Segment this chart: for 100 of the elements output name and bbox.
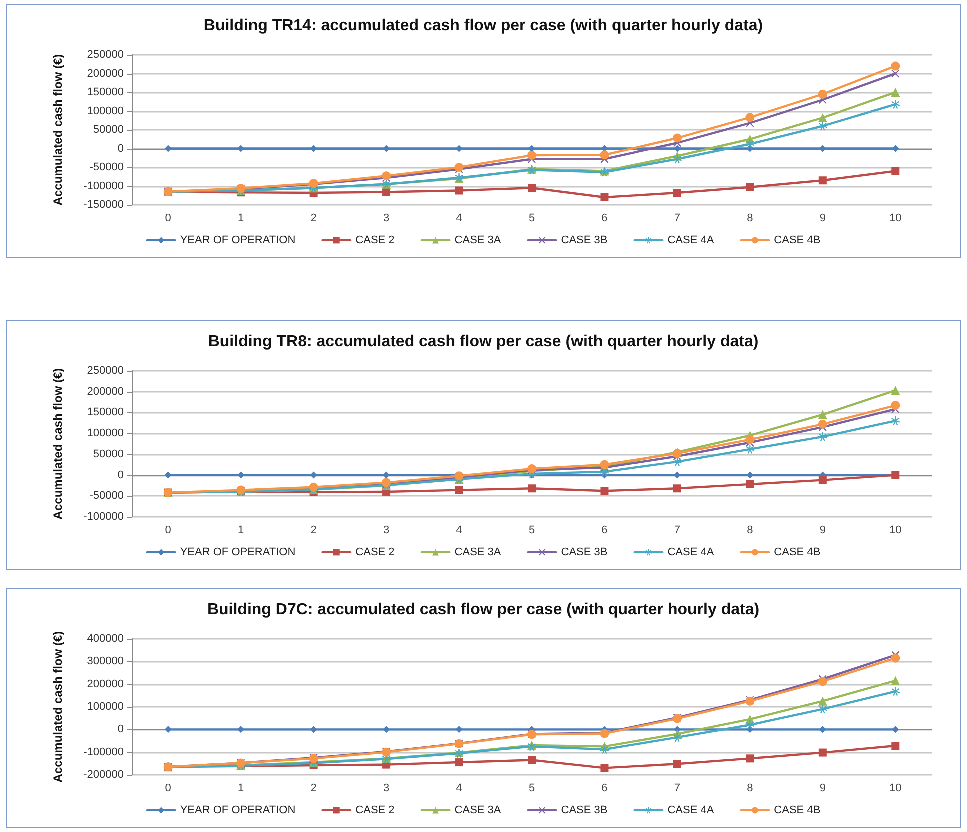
point — [238, 145, 245, 152]
x-tick-label: 9 — [820, 782, 826, 794]
point — [674, 145, 681, 152]
point — [164, 726, 172, 734]
point — [746, 140, 755, 149]
point — [892, 726, 900, 734]
point — [891, 687, 900, 696]
point — [383, 472, 390, 479]
legend-label: CASE 4B — [774, 804, 821, 816]
y-tick-label: 150000 — [87, 86, 124, 98]
x-tick-label: 0 — [165, 782, 172, 794]
point — [456, 726, 463, 734]
x-tick-label: 3 — [383, 782, 390, 794]
point — [672, 134, 682, 143]
x-tick-label: 3 — [383, 212, 390, 224]
y-tick-label: 300000 — [87, 656, 124, 668]
point — [528, 484, 536, 493]
point — [456, 145, 463, 152]
point — [746, 480, 754, 488]
y-tick-label: 0 — [118, 142, 124, 155]
legend-label: CASE 4A — [668, 234, 715, 246]
x-tick-label: 0 — [165, 524, 172, 536]
point — [310, 145, 318, 152]
x-tick-label: 1 — [238, 782, 244, 794]
chart-title: Building TR8: accumulated cash flow per case (with quarter hourly data) — [208, 334, 759, 350]
x-tick-label: 10 — [890, 524, 902, 536]
point — [891, 62, 900, 71]
x-tick-label: 8 — [747, 782, 754, 794]
x-tick-label: 2 — [310, 524, 317, 536]
y-tick-label: 50000 — [93, 448, 124, 460]
point — [383, 726, 390, 734]
x-tick-label: 5 — [528, 524, 536, 536]
point — [746, 435, 755, 444]
x-tick-label: 7 — [674, 524, 681, 536]
point — [672, 154, 682, 164]
legend-label: CASE 4B — [774, 546, 821, 558]
point — [818, 432, 828, 442]
point — [891, 416, 900, 426]
legend-label: CASE 2 — [356, 234, 395, 246]
x-tick-label: 6 — [602, 782, 608, 794]
y-axis-title: Accumulated cash flow (€) — [51, 631, 65, 783]
point — [528, 151, 536, 160]
x-tick-label: 8 — [747, 524, 754, 536]
legend-label: YEAR OF OPERATION — [180, 804, 296, 816]
y-tick-label: 0 — [118, 724, 124, 736]
point — [819, 145, 826, 152]
y-tick-label: 50000 — [93, 124, 124, 136]
point — [673, 189, 682, 197]
y-tick-label: 250000 — [87, 49, 124, 61]
x-tick-label: 5 — [528, 212, 536, 224]
point — [600, 764, 609, 772]
legend-label: CASE 3A — [454, 804, 502, 816]
point — [164, 145, 172, 152]
chart-title: Building TR14: accumulated cash flow per case (with quarter hourly data) — [204, 18, 764, 34]
legend-label: CASE 3B — [561, 234, 608, 246]
point — [455, 186, 464, 195]
point — [746, 754, 754, 763]
point — [746, 113, 755, 122]
x-tick-label: 4 — [456, 524, 462, 536]
x-tick-label: 7 — [674, 212, 681, 224]
x-tick-label: 4 — [456, 212, 462, 224]
point — [238, 472, 245, 479]
point — [892, 742, 900, 750]
point — [818, 420, 828, 429]
x-tick-label: 0 — [165, 212, 172, 224]
point — [818, 122, 828, 131]
point — [818, 176, 827, 185]
y-tick-label: 0 — [118, 469, 124, 482]
point — [891, 676, 900, 686]
point — [528, 756, 536, 764]
point — [892, 167, 900, 176]
point — [455, 758, 464, 767]
y-tick-label: 150000 — [87, 406, 124, 419]
x-tick-label: 1 — [238, 212, 244, 224]
y-axis-title: Accumulated cash flow (€) — [51, 54, 65, 206]
legend-label: CASE 3A — [454, 546, 502, 558]
point — [310, 472, 318, 479]
point — [382, 188, 391, 196]
point — [310, 726, 318, 734]
point — [455, 486, 464, 494]
chart-title: Building D7C: accumulated cash flow per case (with quarter hourly data) — [207, 602, 760, 618]
y-tick-label: -100000 — [84, 746, 124, 758]
y-tick-label: -50000 — [90, 162, 124, 174]
x-tick-label: 3 — [383, 524, 390, 536]
x-tick-label: 9 — [820, 212, 826, 224]
point — [600, 487, 609, 496]
y-tick-label: 250000 — [87, 365, 124, 377]
point — [164, 472, 172, 479]
x-tick-label: 4 — [456, 782, 462, 794]
x-tick-label: 2 — [310, 212, 317, 224]
x-tick-label: 6 — [602, 524, 608, 536]
x-tick-label: 9 — [820, 524, 826, 536]
x-tick-label: 5 — [528, 782, 536, 794]
point — [891, 88, 900, 97]
point — [672, 733, 682, 742]
legend-label: CASE 3B — [561, 804, 608, 816]
point — [382, 172, 392, 181]
y-tick-label: 200000 — [87, 386, 124, 398]
y-tick-label: 400000 — [87, 633, 124, 645]
legend-label: CASE 2 — [356, 804, 395, 816]
